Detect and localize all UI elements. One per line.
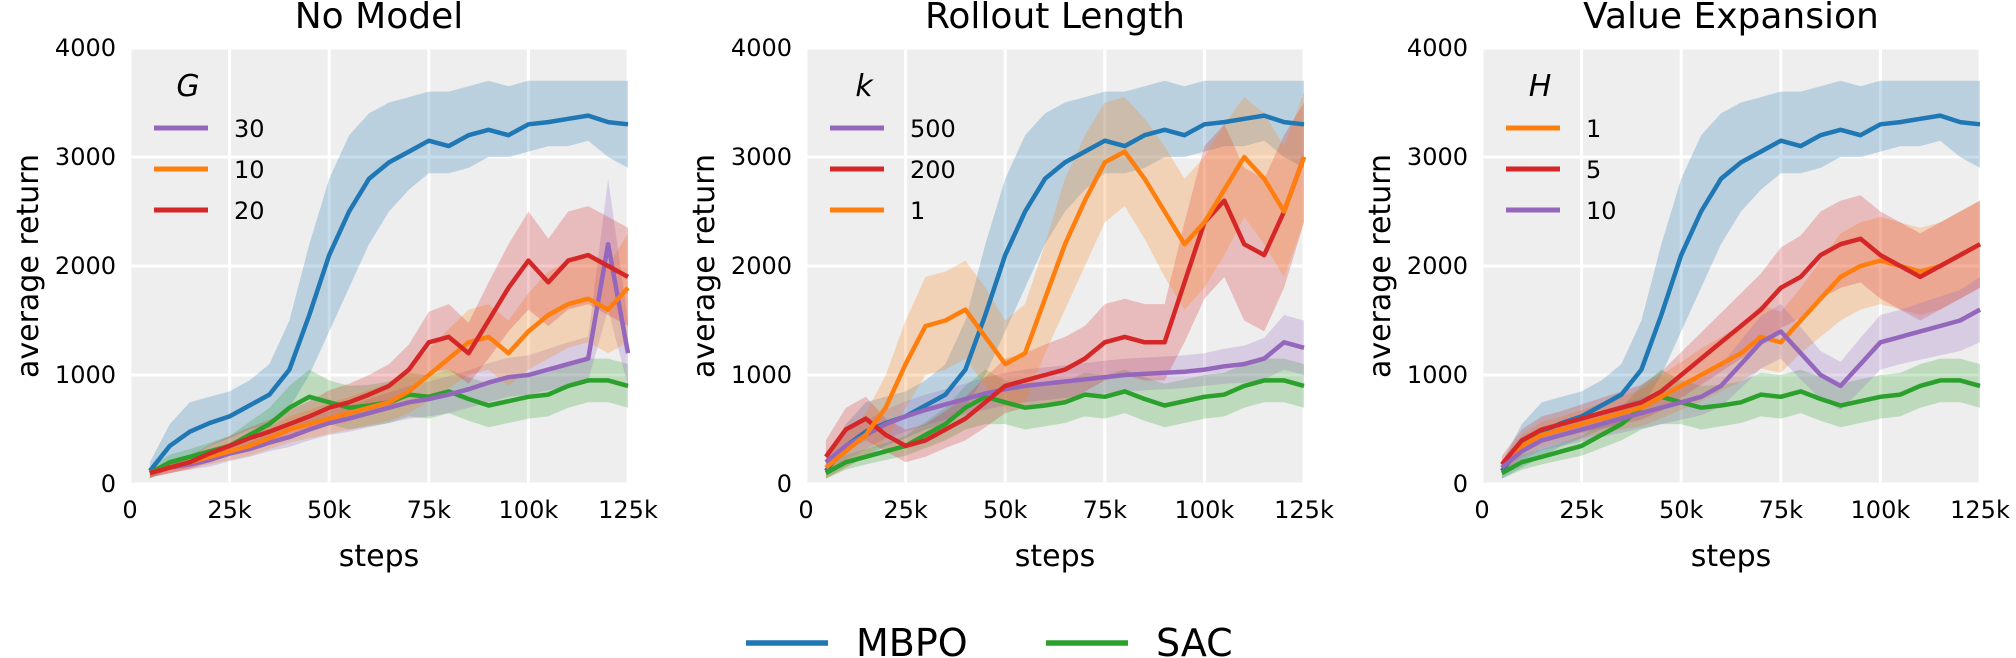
series-line-SAC — [1500, 378, 1981, 476]
x-tick-label: 50k — [983, 496, 1028, 524]
legend-label: 10 — [234, 156, 265, 184]
y-tick-label: 1000 — [55, 361, 116, 389]
x-axis-label: steps — [1691, 539, 1772, 574]
x-tick-label: 50k — [1659, 496, 1704, 524]
series-line-1 — [824, 149, 1307, 470]
y-tick-label: 3000 — [55, 143, 116, 171]
panel-1: 0 25k 50k 75k 100k 125k 0 1000 2000 3000 4000 No Mo… — [11, 0, 658, 574]
band-20 — [149, 206, 628, 478]
series-line-10 — [1500, 307, 1982, 470]
y-tick-label: 0 — [101, 470, 116, 498]
x-tick-label: 25k — [1559, 496, 1604, 524]
x-axis-label: steps — [1015, 539, 1096, 574]
band-MBPO — [825, 80, 1304, 479]
legend-label: 500 — [910, 115, 956, 143]
chart-title: Rollout Length — [925, 0, 1185, 37]
x-tick-label: 125k — [1274, 496, 1334, 524]
band-1 — [825, 91, 1304, 479]
x-tick-label: 0 — [122, 496, 137, 524]
band-SAC — [1501, 358, 1980, 479]
series-line-200 — [824, 156, 1307, 459]
legend-label: 20 — [234, 197, 265, 225]
series-line-10 — [149, 286, 630, 476]
y-tick-label: 1000 — [1407, 361, 1468, 389]
x-tick-label: 25k — [207, 496, 252, 524]
x-axis-label: steps — [339, 539, 420, 574]
y-tick-label: 2000 — [55, 252, 116, 280]
legend-label: 1 — [910, 197, 925, 225]
y-tick-label: 2000 — [731, 252, 792, 280]
y-axis-label: average return — [1363, 154, 1398, 378]
x-tick-label: 25k — [883, 496, 928, 524]
panel-2: 0 25k 50k 75k 100k 125k 0 1000 2000 3000 4000 Rollo… — [687, 0, 1334, 574]
x-tick-label: 0 — [1474, 496, 1489, 524]
y-tick-label: 3000 — [1407, 143, 1468, 171]
band-MBPO — [1501, 80, 1980, 479]
y-tick-label: 0 — [1453, 470, 1468, 498]
x-tick-label: 100k — [1851, 496, 1911, 524]
x-tick-label: 125k — [598, 496, 658, 524]
x-tick-label: 75k — [1083, 496, 1128, 524]
legend-label: 200 — [910, 156, 956, 184]
y-axis-label: average return — [11, 154, 46, 378]
x-tick-label: 75k — [1759, 496, 1804, 524]
panel-3: 0 25k 50k 75k 100k 125k 0 1000 2000 3000 4000 Value… — [1363, 0, 2010, 574]
x-tick-label: 50k — [307, 496, 352, 524]
figure-legend-label: SAC — [1156, 621, 1233, 658]
series-line-MBPO — [148, 113, 629, 473]
band-SAC — [149, 358, 628, 479]
legend-title: H — [1529, 69, 1552, 104]
band-SAC — [825, 358, 1304, 479]
legend-label: 30 — [234, 115, 265, 143]
legend-title: G — [176, 69, 199, 104]
legend-label: 1 — [1586, 115, 1601, 143]
y-axis-label: average return — [687, 154, 722, 378]
band-200 — [825, 102, 1304, 474]
chart-title: No Model — [295, 0, 464, 37]
y-tick-label: 2000 — [1407, 252, 1468, 280]
legend-label: 10 — [1586, 197, 1617, 225]
series-line-5 — [1500, 236, 1982, 466]
y-tick-label: 4000 — [731, 34, 792, 62]
y-tick-label: 4000 — [1407, 34, 1468, 62]
y-tick-label: 1000 — [731, 361, 792, 389]
band-30 — [149, 178, 628, 478]
y-tick-label: 4000 — [55, 34, 116, 62]
legend-title: k — [855, 69, 874, 104]
series-line-20 — [149, 252, 630, 476]
series-line-500 — [824, 340, 1305, 464]
figure-legend-label: MBPO — [856, 621, 968, 658]
chart-title: Value Expansion — [1583, 0, 1879, 37]
legend-label: 5 — [1586, 156, 1601, 184]
y-tick-label: 3000 — [731, 143, 792, 171]
x-tick-label: 0 — [798, 496, 813, 524]
x-tick-label: 100k — [1175, 496, 1235, 524]
y-tick-label: 0 — [777, 470, 792, 498]
band-500 — [825, 315, 1304, 474]
x-tick-label: 125k — [1950, 496, 2010, 524]
x-tick-label: 100k — [499, 496, 559, 524]
band-MBPO — [149, 80, 628, 479]
x-tick-label: 75k — [407, 496, 452, 524]
figure-legend: MBPO SAC — [746, 621, 1233, 658]
